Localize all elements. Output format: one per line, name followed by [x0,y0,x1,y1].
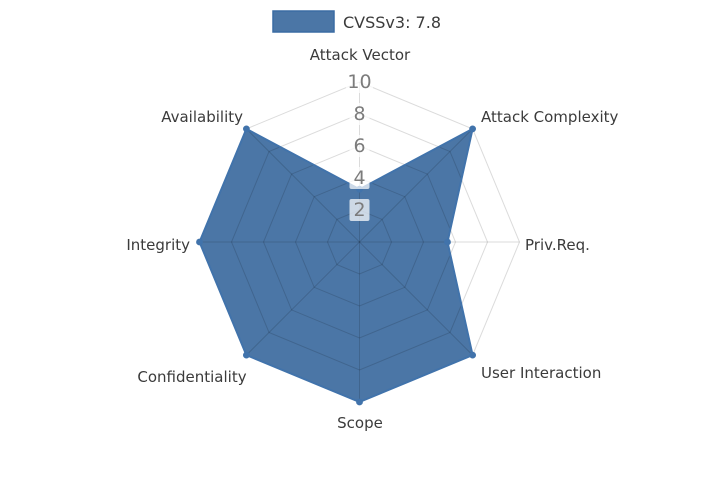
tick-label-10: 10 [347,71,371,93]
legend: CVSSv3: 7.8 [272,10,441,33]
axis-label-integrity: Integrity [126,236,190,254]
grid-ring [294,177,425,307]
series-marker-dot [243,125,250,133]
tick-label-4: 4 [353,167,365,189]
axis-label-confidentiality: Confidentiality [137,368,246,386]
axis-label-availability: Availability [161,108,243,126]
legend-label: CVSSv3: 7.8 [343,13,441,32]
grid-spoke [359,128,473,243]
tick-label-6: 6 [353,135,365,157]
axis-label-scope: Scope [337,414,383,432]
axis-label-attack-vector: Attack Vector [310,46,411,64]
legend-swatch [272,10,335,33]
axis-label-user-interaction: User Interaction [481,364,601,382]
grid-spoke [246,241,360,356]
tick-box-2 [349,199,370,221]
grid-ring [230,113,489,371]
series-marker-dot [469,351,476,359]
series-marker-dot [356,398,363,406]
radar-series-fill [199,128,473,402]
grid-spoke [246,128,360,243]
series-marker-dot [243,351,250,359]
axis-label-priv-req: Priv.Req. [525,236,590,254]
axis-label-attack-complexity: Attack Complexity [481,108,618,126]
grid-ring [326,209,393,275]
grid-ring [262,145,457,339]
series-marker-dot [196,238,203,246]
tick-box-8 [349,103,370,125]
axis-labels: Attack Vector Attack Complexity Priv.Req… [126,46,618,432]
tick-box-4 [349,167,370,189]
radial-tick-labels: 2 4 6 8 10 [346,71,373,221]
tick-label-2: 2 [353,199,365,221]
tick-label-8: 8 [353,103,365,125]
tick-box-10 [346,71,373,93]
series-marker-dot [469,125,476,133]
grid-spoke [359,241,473,356]
tick-box-6 [349,135,370,157]
series-marker-dot [444,238,451,246]
